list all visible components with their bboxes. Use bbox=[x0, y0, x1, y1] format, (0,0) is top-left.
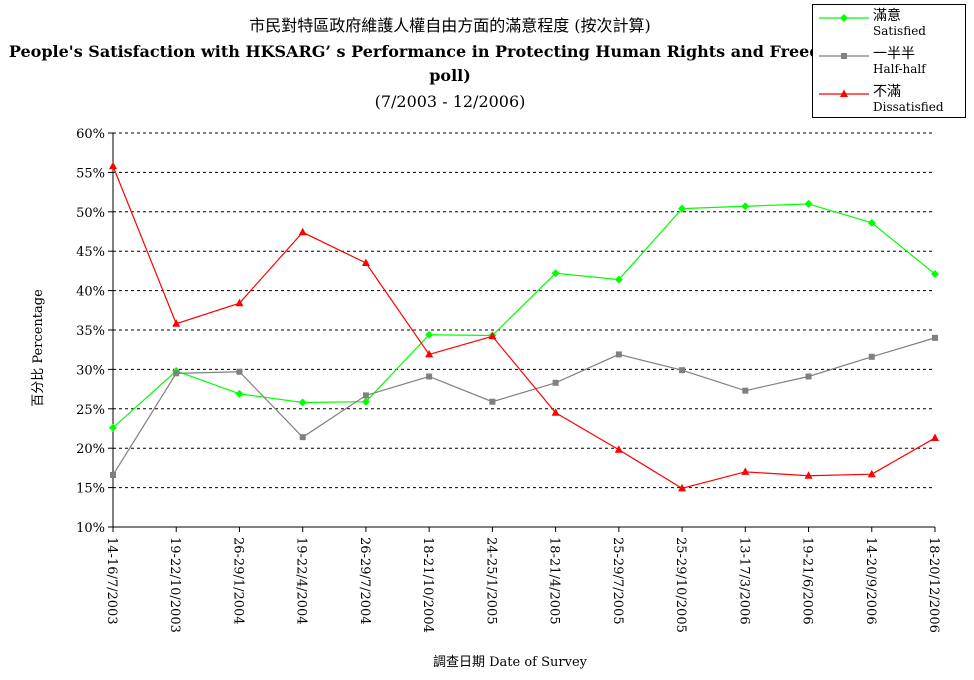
x-tick-label: 19-21/6/2006 bbox=[800, 537, 815, 625]
data-point bbox=[236, 368, 243, 375]
x-tick-label: 25-29/10/2005 bbox=[673, 537, 688, 633]
chart-date-range: (7/2003 - 12/2006) bbox=[374, 92, 526, 111]
data-point bbox=[298, 398, 307, 407]
legend-symbol bbox=[819, 53, 869, 59]
data-point bbox=[235, 298, 244, 307]
data-point bbox=[804, 199, 813, 208]
data-point bbox=[931, 270, 939, 279]
data-point bbox=[235, 389, 244, 398]
chart-legend: 滿意 Satisfied 一半半 Half-half 不滿 Dissatisfied bbox=[812, 4, 966, 118]
y-tick-label: 55% bbox=[76, 166, 105, 181]
legend-entry: 滿意 Satisfied bbox=[813, 5, 967, 41]
y-tick-label: 50% bbox=[76, 206, 105, 221]
data-point bbox=[841, 53, 847, 59]
data-point bbox=[425, 349, 434, 358]
series-line bbox=[112, 165, 936, 490]
x-tick-label: 24-25/1/2005 bbox=[483, 537, 498, 625]
x-tick-label: 26-29/7/2004 bbox=[357, 537, 372, 625]
y-tick-label: 45% bbox=[76, 245, 105, 260]
y-tick-label: 40% bbox=[76, 285, 105, 300]
legend-entry: 不滿 Dissatisfied bbox=[813, 81, 967, 117]
data-point bbox=[552, 379, 559, 386]
series-group bbox=[109, 161, 939, 492]
x-tick-label: 18-21/10/2004 bbox=[420, 537, 435, 633]
y-tick-label: 35% bbox=[76, 324, 105, 339]
x-tick-label: 19-22/10/2003 bbox=[167, 537, 182, 633]
x-tick-label: 18-20/12/2006 bbox=[926, 537, 941, 633]
data-point bbox=[110, 471, 116, 478]
data-point bbox=[804, 471, 813, 479]
data-point bbox=[551, 408, 560, 416]
data-point bbox=[551, 269, 560, 278]
chart-subtitle-line1: People's Satisfaction with HKSARG’ s Per… bbox=[8, 42, 892, 61]
y-tick-label: 60% bbox=[76, 127, 105, 142]
x-tick-label: 14-16/7/2003 bbox=[104, 537, 119, 625]
series-line bbox=[112, 203, 936, 429]
x-axis-ticks: 14-16/7/2003 19-22/10/2003 26-29/1/2004 19-… bbox=[104, 527, 941, 633]
data-point bbox=[742, 387, 749, 394]
data-point bbox=[426, 373, 433, 380]
data-point bbox=[805, 373, 812, 380]
y-tick-label: 10% bbox=[76, 521, 105, 536]
chart-title: 市民對特區政府維護人權自由方面的滿意程度 (按次計算) bbox=[249, 16, 651, 35]
y-tick-label: 20% bbox=[76, 442, 105, 457]
series-dissatisfied bbox=[109, 161, 939, 492]
data-point bbox=[489, 398, 496, 405]
data-point bbox=[678, 204, 687, 213]
data-point bbox=[679, 367, 686, 374]
x-tick-label: 26-29/1/2004 bbox=[230, 537, 245, 625]
data-point bbox=[488, 331, 497, 340]
data-point bbox=[867, 469, 876, 478]
x-tick-label: 25-29/7/2005 bbox=[610, 537, 625, 625]
legend-label: 不滿 bbox=[873, 84, 901, 100]
x-axis-label: 調查日期 Date of Survey bbox=[433, 655, 588, 670]
legend-label-en: Satisfied bbox=[873, 24, 926, 38]
series-line bbox=[112, 337, 936, 476]
data-point bbox=[172, 319, 181, 327]
data-point bbox=[932, 334, 938, 341]
data-point bbox=[614, 275, 623, 284]
data-point bbox=[614, 445, 623, 453]
data-point bbox=[299, 434, 306, 441]
legend-entry: 一半半 Half-half bbox=[813, 43, 967, 79]
data-point bbox=[109, 161, 117, 170]
data-point bbox=[109, 423, 117, 432]
data-point bbox=[298, 227, 307, 236]
data-point bbox=[615, 351, 622, 358]
data-point bbox=[741, 467, 750, 475]
data-point bbox=[931, 433, 939, 441]
y-axis-ticks: 10% 15% 20% 25% 30% 35% 40% 45% 50% 55% 60% bbox=[76, 127, 113, 536]
data-point bbox=[361, 397, 370, 406]
x-tick-label: 13-17/3/2006 bbox=[736, 537, 751, 625]
data-point bbox=[425, 330, 434, 339]
data-point bbox=[840, 89, 848, 97]
y-tick-label: 25% bbox=[76, 403, 105, 418]
data-point bbox=[361, 258, 370, 267]
y-axis-label: 百分比 Percentage bbox=[31, 289, 46, 407]
x-tick-label: 18-21/4/2005 bbox=[547, 537, 562, 625]
chart-subtitle-line2: poll) bbox=[429, 66, 471, 85]
series-half-half bbox=[110, 334, 938, 478]
gridlines bbox=[113, 132, 935, 489]
data-point bbox=[678, 483, 687, 492]
legend-label-en: Dissatisfied bbox=[873, 100, 944, 114]
data-point bbox=[741, 202, 750, 211]
legend-label: 一半半 bbox=[873, 46, 915, 62]
x-tick-label: 19-22/4/2004 bbox=[294, 537, 309, 625]
series-satisfied bbox=[109, 199, 939, 432]
data-point bbox=[840, 14, 848, 22]
data-point bbox=[173, 370, 180, 377]
y-tick-label: 15% bbox=[76, 482, 105, 497]
legend-symbol bbox=[819, 14, 869, 22]
x-tick-label: 14-20/9/2006 bbox=[863, 537, 878, 625]
legend-label-en: Half-half bbox=[873, 62, 926, 76]
legend-label: 滿意 bbox=[873, 8, 901, 24]
data-point bbox=[362, 392, 369, 399]
data-point bbox=[868, 353, 875, 360]
data-point bbox=[867, 218, 876, 227]
legend-symbol bbox=[819, 89, 869, 97]
y-tick-label: 30% bbox=[76, 363, 105, 378]
